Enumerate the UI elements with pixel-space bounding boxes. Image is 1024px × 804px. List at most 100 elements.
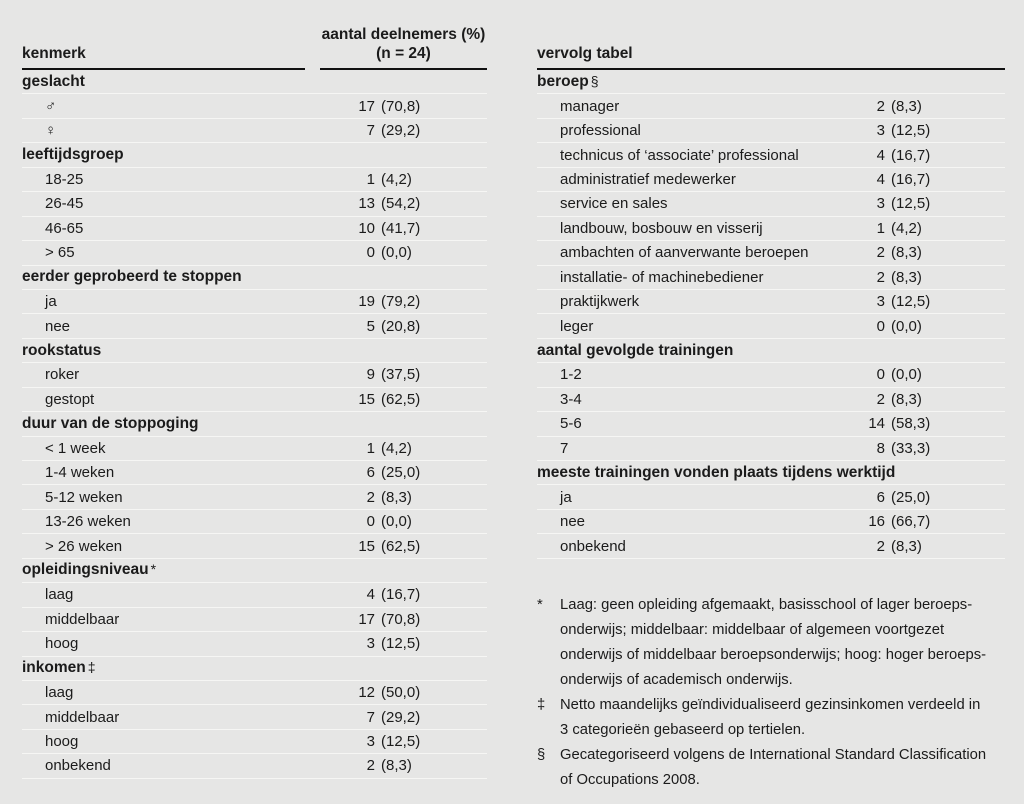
- row-count: 7: [366, 122, 375, 140]
- table-row: professional 3 (12,5): [537, 119, 1005, 144]
- row-value: 2 (8,3): [322, 757, 487, 774]
- section-row: opleidingsniveau *: [22, 559, 487, 584]
- row-percentage: (4,2): [381, 439, 412, 457]
- row-value: 4 (16,7): [832, 171, 1005, 188]
- row-percentage: (37,5): [381, 366, 421, 384]
- section-row: rookstatus: [22, 339, 487, 364]
- row-value: 3 (12,5): [322, 635, 487, 652]
- table-row: technicus of ‘associate’ professional 4 (1…: [537, 143, 1005, 168]
- row-count: 0: [366, 513, 375, 531]
- row-value: 16 (66,7): [832, 513, 1005, 530]
- row-count: 1: [876, 219, 885, 237]
- section-row: inkomen ‡: [22, 657, 487, 681]
- row-value: 12 (50,0): [322, 684, 487, 701]
- footnote-marker: ‡: [87, 659, 96, 676]
- row-value: 9 (37,5): [322, 366, 487, 383]
- footnote-line: onderwijs of middelbaar beroepsonderwijs…: [560, 646, 987, 663]
- table-row: manager 2 (8,3): [537, 94, 1005, 119]
- row-count: 1: [366, 170, 375, 188]
- row-value: 14 (58,3): [832, 415, 1005, 432]
- footnote: ‡ Netto maandelijks geïndividualiseerd ge…: [537, 693, 1005, 743]
- row-label: > 26 weken: [45, 537, 123, 555]
- table-row: hoog 3 (12,5): [22, 632, 487, 657]
- row-count: 15: [358, 390, 375, 408]
- row-count: 1: [366, 439, 375, 457]
- row-percentage: (66,7): [891, 513, 931, 531]
- table-row: < 1 week 1 (4,2): [22, 437, 487, 461]
- row-count: 15: [358, 537, 375, 555]
- section-row: geslacht: [22, 70, 487, 95]
- row-value: 1 (4,2): [322, 171, 487, 188]
- table-row: landbouw, bosbouw en visserij 1 (4,2): [537, 217, 1005, 242]
- row-value: 7 (29,2): [322, 122, 487, 139]
- column-header-aantal-line1: aantal deelnemers (%): [321, 26, 486, 43]
- row-count: 2: [876, 390, 885, 408]
- section-title: rookstatus: [22, 341, 102, 359]
- row-label: leger: [560, 317, 594, 335]
- table-row: hoog 3 (12,5): [22, 730, 487, 755]
- row-value: 7 (29,2): [322, 709, 487, 726]
- table-right: vervolg tabel beroep § manager 2 (8,3) profes…: [537, 0, 1005, 793]
- footnote: § Gecategoriseerd volgens de Internationa…: [537, 743, 1005, 793]
- row-value: 0 (0,0): [322, 244, 487, 261]
- row-value: 2 (8,3): [832, 391, 1005, 408]
- row-count: 7: [366, 708, 375, 726]
- row-percentage: (29,2): [381, 708, 421, 726]
- row-value: 1 (4,2): [322, 440, 487, 457]
- row-value: 2 (8,3): [832, 98, 1005, 115]
- table-row: service en sales 3 (12,5): [537, 192, 1005, 217]
- row-label: landbouw, bosbouw en visserij: [560, 219, 763, 237]
- column-header-vervolg-tabel: vervolg tabel: [537, 44, 1005, 70]
- row-label: ♀: [45, 122, 57, 140]
- row-label: onbekend: [45, 757, 111, 775]
- row-count: 8: [876, 439, 885, 457]
- row-count: 5: [366, 317, 375, 335]
- footnote: * Laag: geen opleiding afgemaakt, basissc…: [537, 593, 1005, 693]
- row-label: hoog: [45, 635, 79, 653]
- row-label: 5-6: [560, 415, 582, 433]
- row-label: 18-25: [45, 170, 84, 188]
- row-percentage: (70,8): [381, 97, 421, 115]
- row-count: 3: [366, 635, 375, 653]
- footnote-marker: ‡: [537, 696, 546, 713]
- table-row: middelbaar 7 (29,2): [22, 705, 487, 730]
- row-count: 19: [358, 293, 375, 311]
- row-percentage: (12,5): [381, 635, 421, 653]
- row-count: 3: [876, 195, 885, 213]
- row-label: laag: [45, 586, 74, 604]
- row-count: 9: [366, 366, 375, 384]
- row-label: nee: [560, 513, 586, 531]
- row-percentage: (0,0): [381, 513, 412, 531]
- row-percentage: (50,0): [381, 684, 421, 702]
- row-count: 3: [876, 293, 885, 311]
- row-percentage: (33,3): [891, 439, 931, 457]
- section-title: inkomen ‡: [22, 659, 96, 677]
- table-row: ja 19 (79,2): [22, 290, 487, 315]
- table-row: middelbaar 17 (70,8): [22, 608, 487, 633]
- footnote-marker: §: [537, 746, 546, 763]
- row-label: middelbaar: [45, 610, 120, 628]
- section-row: eerder geprobeerd te stoppen: [22, 266, 487, 290]
- row-percentage: (25,0): [381, 464, 421, 482]
- footnote-marker: §: [590, 72, 599, 89]
- row-label: laag: [45, 684, 74, 702]
- row-label: installatie- of machinebediener: [560, 268, 764, 286]
- row-percentage: (8,3): [891, 268, 922, 286]
- row-label: nee: [45, 317, 71, 335]
- row-count: 2: [366, 488, 375, 506]
- row-label: manager: [560, 97, 620, 115]
- row-label: 1-2: [560, 366, 582, 384]
- row-count: 2: [876, 268, 885, 286]
- row-label: praktijkwerk: [560, 293, 640, 311]
- row-count: 2: [876, 97, 885, 115]
- row-label: ja: [45, 293, 57, 311]
- row-percentage: (8,3): [891, 390, 922, 408]
- row-label: middelbaar: [45, 708, 120, 726]
- row-percentage: (0,0): [381, 244, 412, 262]
- row-count: 12: [358, 684, 375, 702]
- row-label: service en sales: [560, 195, 668, 213]
- table-row: 1-2 0 (0,0): [537, 363, 1005, 388]
- row-count: 4: [876, 170, 885, 188]
- row-count: 2: [876, 244, 885, 262]
- row-percentage: (79,2): [381, 293, 421, 311]
